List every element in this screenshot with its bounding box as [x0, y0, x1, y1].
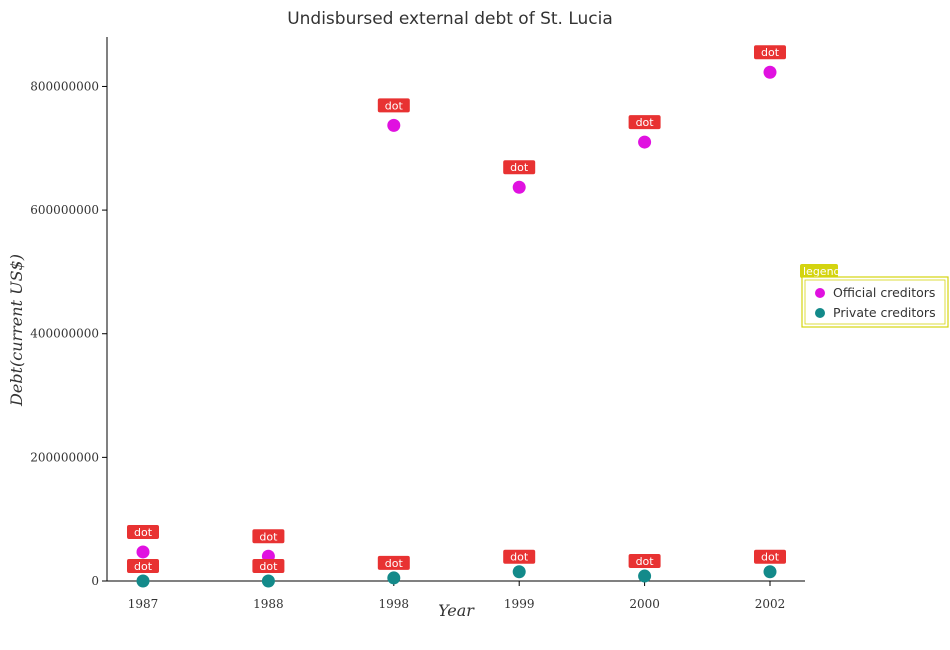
data-point-official [512, 180, 526, 194]
point-label-text: dot [134, 526, 153, 539]
point-label: dot [252, 529, 285, 544]
point-label-text: dot [385, 557, 404, 570]
data-point-private [512, 565, 526, 579]
data-point-private [638, 569, 652, 583]
point-label-box [503, 549, 536, 564]
data-point-official [763, 65, 777, 79]
data-point-official [387, 118, 401, 132]
point-label: dot [503, 160, 536, 175]
legend-frame [801, 276, 949, 328]
x-axis-label: Year [438, 601, 475, 620]
y-tick-label: 600000000 [30, 203, 99, 217]
x-tick-label: 2000 [629, 597, 660, 611]
data-point-private [261, 574, 275, 588]
x-tick-label: 1987 [128, 597, 159, 611]
data-point-official [638, 135, 652, 149]
point-label-box [503, 160, 536, 175]
point-label: dot [628, 554, 661, 569]
point-label-box [252, 529, 285, 544]
plot-area: 0 200000000 400000000 600000000 800000000 198… [30, 37, 805, 611]
point-label-text: dot [636, 555, 655, 568]
point-label-box [628, 115, 661, 130]
point-label: dot [377, 98, 410, 113]
point-label-box [127, 524, 159, 539]
point-label-text: dot [259, 560, 278, 573]
y-tick-label: 200000000 [30, 450, 99, 464]
y-tick-label: 800000000 [30, 79, 99, 93]
y-axis-label: Debt(current US$) [7, 254, 26, 407]
legend-title-box [800, 264, 838, 278]
legend-item-label: Official creditors [833, 285, 935, 300]
y-tick-label: 0 [91, 574, 99, 588]
x-tick-label: 1998 [379, 597, 410, 611]
x-tick-label: 1999 [504, 597, 535, 611]
point-label-box [754, 45, 786, 60]
data-point-private [763, 565, 777, 579]
legend: legend Official creditors Private creditor… [800, 264, 949, 328]
point-label-text: dot [510, 551, 529, 564]
legend-item-label: Private creditors [833, 305, 936, 320]
x-tick-label: 2002 [755, 597, 786, 611]
point-label-box [127, 559, 159, 573]
data-point-official [136, 545, 150, 559]
point-label: dot [127, 559, 159, 573]
legend-marker [815, 308, 825, 318]
point-label: dot [252, 559, 285, 573]
point-label-text: dot [385, 99, 404, 112]
point-label-box [252, 559, 285, 573]
data-point-private [136, 574, 150, 588]
point-label: dot [127, 524, 159, 539]
legend-frame-inner [804, 279, 946, 325]
legend-title: legend [803, 265, 841, 278]
point-label-box [628, 554, 661, 569]
chart-title: Undisbursed external debt of St. Lucia [287, 9, 613, 29]
point-label: dot [503, 549, 536, 564]
point-label-text: dot [636, 116, 655, 129]
point-label: dot [754, 45, 786, 60]
point-label: dot [628, 115, 661, 130]
point-label-text: dot [134, 560, 153, 573]
point-label-text: dot [510, 161, 529, 174]
y-tick-label: 400000000 [30, 327, 99, 341]
point-label-box [754, 549, 786, 564]
point-label-text: dot [761, 46, 780, 59]
point-label-box [377, 98, 410, 113]
legend-marker [815, 288, 825, 298]
point-label-box [377, 555, 410, 570]
point-label: dot [754, 549, 786, 564]
point-label: dot [377, 555, 410, 570]
x-tick-label: 1988 [253, 597, 284, 611]
point-label-text: dot [761, 551, 780, 564]
point-label-text: dot [259, 530, 278, 543]
data-point-private [387, 571, 401, 585]
